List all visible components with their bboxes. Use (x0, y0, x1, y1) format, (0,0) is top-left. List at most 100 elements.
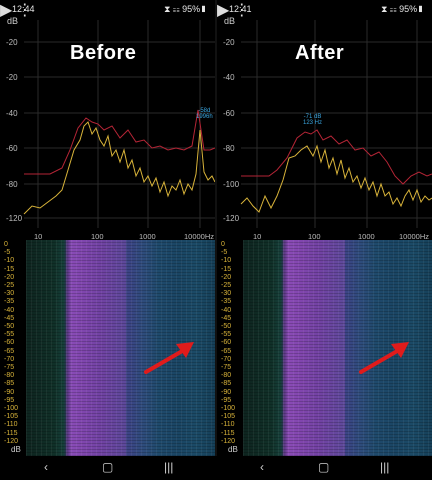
x-axis-label: 1000 (139, 232, 156, 241)
spectrogram-scale-label: -85 (221, 380, 232, 388)
spectrogram-scale-label: -70 (221, 355, 232, 363)
spectrogram-scale-label: -5 (221, 249, 228, 257)
x-axis-label: 10 (253, 232, 262, 241)
menu-icon[interactable]: ⋮ (233, 2, 250, 19)
y-axis-label: -40 (223, 73, 235, 82)
peak-hz: 123 Hz (303, 120, 323, 126)
db-unit-label: dB (224, 16, 236, 26)
spectrogram-scale-label: -120 (221, 437, 236, 445)
spectrogram-scale-label: -80 (4, 372, 15, 380)
spectrogram-scale-label: -110 (4, 421, 18, 429)
spectrogram-scale-label: -100 (221, 405, 236, 412)
spectrogram-scale-label: -45 (221, 314, 232, 322)
divider (215, 0, 217, 456)
spectrogram-scale-label: -25 (221, 282, 232, 289)
db-unit-bottom: dB (11, 445, 21, 454)
red-arrow (359, 342, 409, 374)
spectrogram-scale-label: -90 (4, 388, 15, 396)
spectrogram-scale-label: -50 (221, 323, 232, 330)
spectrogram-scale-label: -55 (221, 331, 232, 339)
spectrogram-scale-label: -30 (221, 290, 232, 298)
spectrogram-scale-label: -15 (221, 265, 232, 273)
red-arrow (144, 342, 194, 374)
peak-db: -58d (198, 108, 211, 114)
recents-icon[interactable]: ||| (380, 460, 390, 474)
x-axis-label: 100 (91, 232, 104, 241)
spectrogram-scale-label: -10 (4, 257, 15, 265)
recents-icon[interactable]: ||| (164, 460, 174, 474)
navigation-bar: ‹ ▢ ||| ‹ ▢ ||| (0, 456, 432, 480)
menu-icon[interactable]: ⋮ (16, 2, 33, 19)
spectrogram-scale-label: -115 (221, 429, 235, 437)
spectrogram-scale-label: -55 (4, 331, 15, 339)
play-icon[interactable]: ▶ (217, 2, 230, 19)
spectrogram-scale-label: -65 (221, 347, 232, 355)
spectrogram-scale-label: 0 (4, 241, 8, 248)
spectrogram-scale-label: -115 (4, 429, 18, 437)
status-icons: ⧗ ☷ 95%▮ (164, 4, 207, 14)
panel-title: After (295, 42, 345, 64)
spectrogram-scale-label: -25 (4, 282, 15, 289)
status-icons: ⧗ ☷ 95%▮ (381, 4, 424, 14)
current-spectrum-trace (240, 144, 432, 213)
after-screenshot: 12:41 ⧗ ☷ 95%▮ ▶ ⋮ dB After -71 dB 123 H… (217, 0, 432, 456)
x-axis-label: 1000 (358, 232, 375, 241)
x-axis-label: 10 (34, 232, 43, 241)
spectrogram-scale-label: -50 (4, 323, 15, 330)
spectrogram-scale-label: -15 (4, 265, 15, 273)
y-axis-label: -60 (6, 144, 18, 153)
db-unit-bottom: dB (228, 445, 238, 454)
x-axis-label: 100 (308, 232, 321, 241)
spectrogram-scale-label: -120 (4, 437, 19, 445)
spectrogram-scale-label: -10 (221, 257, 232, 265)
spectrogram-scale-label: -35 (221, 298, 232, 306)
spectrogram-scale-label: -40 (4, 306, 15, 314)
status-bar: 12:44 ⧗ ☷ 95%▮ (0, 0, 215, 18)
spectrogram-scale-label: -35 (4, 298, 15, 306)
spectrogram-scale-label: -20 (221, 273, 232, 281)
clock-label: 12:41 (229, 4, 252, 14)
before-screenshot: 12:44 ⧗ ☷ 95%▮ ▶ ⋮ dB Before -58d 1996h … (0, 0, 215, 456)
y-axis-label: -20 (223, 38, 235, 47)
y-axis-label: -20 (6, 73, 18, 82)
peak-readout: -71 dB 123 Hz (303, 114, 322, 126)
spectrogram-scale-label: -95 (221, 396, 232, 404)
current-spectrum-trace (23, 121, 215, 215)
status-bar: 12:41 ⧗ ☷ 95%▮ (217, 0, 432, 18)
spectrogram-scale-label: -90 (221, 388, 232, 396)
y-axis-label: -120 (6, 214, 23, 223)
back-icon[interactable]: ‹ (260, 460, 264, 474)
clock-label: 12:44 (12, 4, 35, 14)
spectrogram-scale-label: -20 (4, 273, 15, 281)
db-unit-label: dB (7, 16, 19, 26)
spectrogram-scale-label: -105 (221, 413, 236, 421)
y-axis-label: -60 (223, 109, 235, 118)
y-axis-label: -80 (6, 180, 18, 189)
spectrogram-scale-label: -100 (4, 405, 19, 412)
y-axis-label: -80 (223, 144, 235, 153)
spectrogram-scale-label: -30 (4, 290, 15, 298)
peak-readout: -58d 1996h (196, 108, 213, 120)
spectrogram-scale-label: -105 (4, 413, 19, 421)
x-axis-label: 10000Hz (184, 232, 215, 241)
spectrum-plot (23, 20, 215, 228)
spectrogram-scale-label: -85 (4, 380, 15, 388)
back-icon[interactable]: ‹ (44, 460, 48, 474)
play-icon[interactable]: ▶ (0, 2, 13, 19)
spectrogram-scale-label: -60 (221, 339, 232, 347)
home-icon[interactable]: ▢ (318, 460, 330, 474)
panel-title: Before (70, 42, 137, 64)
max-hold-trace (24, 109, 215, 175)
spectrogram-scale-label: -45 (4, 314, 15, 322)
home-icon[interactable]: ▢ (102, 460, 114, 474)
spectrogram-scale-label: -110 (221, 421, 235, 429)
spectrogram-scale-label: 0 (221, 241, 225, 248)
y-axis-label: -100 (223, 180, 240, 189)
peak-hz: 1996h (196, 114, 213, 120)
max-hold-trace (241, 129, 432, 185)
peak-db: -71 dB (303, 114, 322, 120)
spectrogram-scale-label: -60 (4, 339, 15, 347)
x-axis-label: 10000Hz (399, 232, 430, 241)
spectrogram-scale-label: -5 (4, 249, 11, 257)
spectrogram-scale-label: -95 (4, 396, 15, 404)
